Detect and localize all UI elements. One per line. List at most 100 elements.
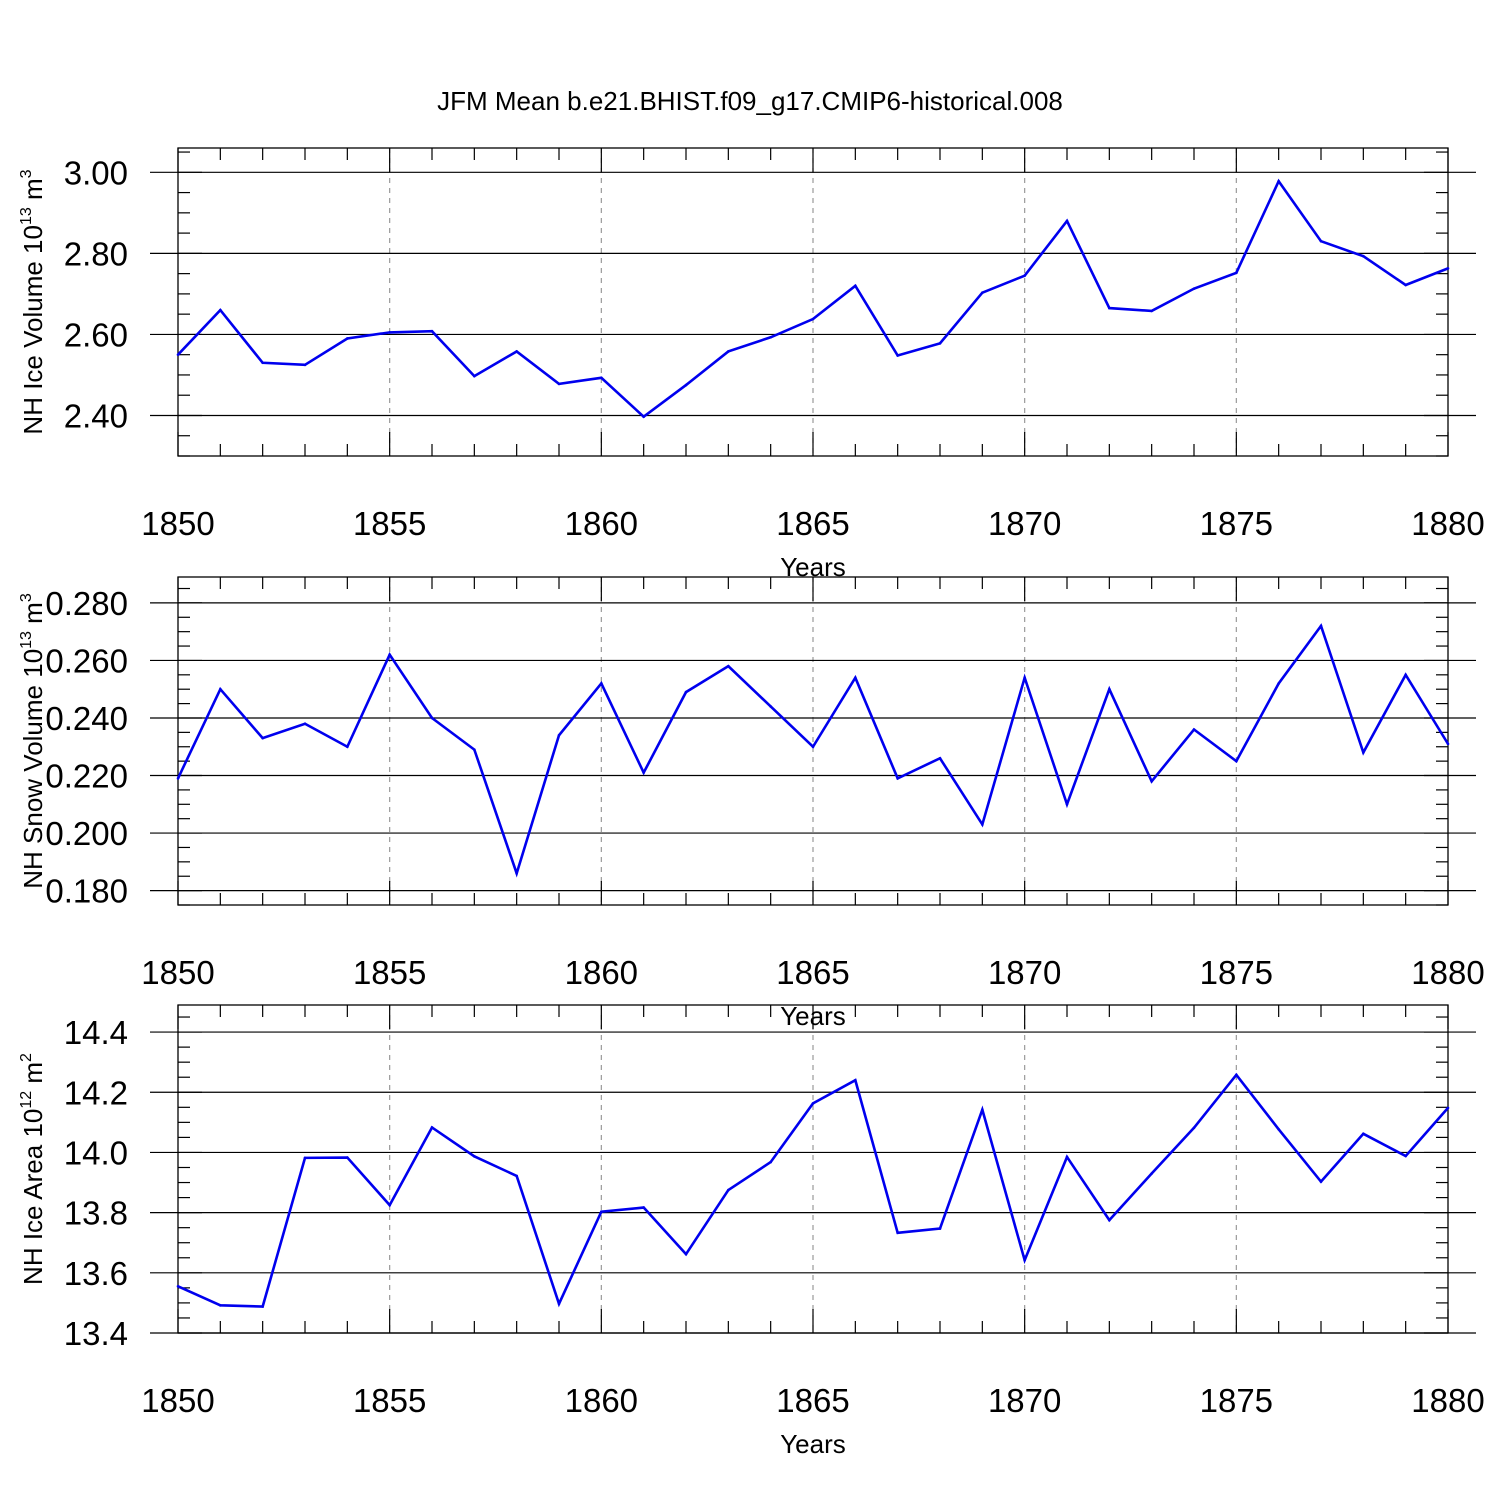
- data-point: [1108, 1218, 1111, 1222]
- x-tick-label: 1855: [353, 1382, 426, 1419]
- panel-2: 1850 1855 1860 1865 1870 1875 1880 0.180 0.200 0.…: [18, 576, 1485, 1031]
- data-point: [769, 705, 772, 708]
- data-point: [557, 382, 561, 386]
- x-tick-label: 1880: [1411, 954, 1484, 991]
- y-tick-label: 0.200: [45, 815, 128, 852]
- data-point: [1362, 1132, 1365, 1136]
- data-point: [684, 383, 688, 387]
- data-point: [981, 291, 984, 294]
- data-point: [769, 1160, 772, 1164]
- data-point: [1362, 254, 1365, 258]
- y-axis-title-part: NH Ice Volume 10: [18, 225, 48, 435]
- data-point: [1192, 728, 1196, 731]
- data-point: [388, 1203, 391, 1207]
- series-points: [176, 624, 1450, 875]
- y-tick-label: 2.80: [64, 235, 128, 272]
- data-point: [642, 1206, 645, 1209]
- data-point: [1108, 306, 1111, 310]
- data-point: [938, 1227, 942, 1230]
- data-point: [219, 687, 222, 691]
- data-point: [896, 777, 899, 780]
- data-point: [1446, 742, 1450, 746]
- y-tick-label: 0.280: [45, 585, 128, 622]
- data-point: [896, 354, 899, 357]
- y-tick-label: 0.220: [45, 758, 128, 795]
- data-point: [1192, 287, 1196, 290]
- data-point: [388, 331, 391, 334]
- data-point: [346, 745, 349, 749]
- data-point: [769, 335, 772, 339]
- y-axis-title-part: NH Ice Area 10: [18, 1109, 48, 1285]
- series-points: [176, 1073, 1450, 1308]
- y-axis-title: NH Ice Area 1012 m2: [18, 1053, 48, 1285]
- data-point: [1150, 1172, 1153, 1175]
- data-point: [1108, 687, 1111, 691]
- data-point: [430, 1126, 434, 1129]
- data-point: [854, 1078, 857, 1082]
- y-axis-title-part: m: [18, 1062, 48, 1091]
- data-point: [1404, 283, 1407, 287]
- y-axis-title-part: m: [18, 178, 48, 207]
- data-point: [600, 376, 603, 380]
- y-tick-label: 3.00: [64, 154, 128, 191]
- y-tick-label: 0.240: [45, 700, 128, 737]
- data-point: [473, 1155, 476, 1158]
- data-point: [557, 1302, 561, 1306]
- data-point: [981, 1108, 984, 1112]
- x-tick-label: 1860: [565, 954, 638, 991]
- data-point: [261, 1305, 264, 1308]
- data-point: [219, 308, 222, 312]
- data-point: [1446, 267, 1450, 270]
- data-point: [176, 777, 180, 780]
- panel-3: 1850 1855 1860 1865 1870 1875 1880 13.4 13.6 13.8…: [18, 1004, 1485, 1459]
- x-tick-label: 1855: [353, 505, 426, 542]
- data-point: [388, 653, 391, 656]
- data-point: [727, 1188, 730, 1192]
- data-point: [1319, 624, 1323, 628]
- data-point: [1150, 309, 1153, 313]
- data-point: [1277, 179, 1280, 183]
- x-tick-label: 1860: [565, 1382, 638, 1419]
- x-tick-label: 1850: [141, 505, 214, 542]
- y-axis-title-part: 3: [18, 169, 35, 178]
- y-axis-title: NH Snow Volume 1013 m3: [18, 593, 48, 889]
- y-axis-title-part: 12: [18, 1091, 35, 1109]
- data-point: [346, 1156, 349, 1159]
- y-tick-label: 13.8: [64, 1195, 128, 1232]
- data-point: [811, 1102, 815, 1105]
- x-tick-label: 1850: [141, 1382, 214, 1419]
- x-tick-label: 1855: [353, 954, 426, 991]
- x-tick-label: 1880: [1411, 505, 1484, 542]
- x-tick-label: 1875: [1200, 1382, 1273, 1419]
- data-point: [642, 415, 645, 418]
- x-tick-label: 1870: [988, 505, 1061, 542]
- data-point: [1192, 1126, 1196, 1130]
- y-tick-label: 13.6: [64, 1255, 128, 1292]
- series-points: [176, 179, 1450, 418]
- chart-panels: 1850 1855 1860 1865 1870 1875 1880 2.40 2.60 2.80…: [18, 147, 1485, 1459]
- data-point: [896, 1231, 899, 1235]
- y-axis-title-part: NH Snow Volume 10: [18, 649, 48, 889]
- y-tick-label: 14.0: [64, 1134, 128, 1171]
- y-tick-label: 14.2: [64, 1074, 128, 1111]
- data-point: [642, 771, 645, 774]
- data-point: [727, 350, 730, 353]
- y-axis-title-part: m: [18, 602, 48, 631]
- data-point: [811, 317, 815, 321]
- data-point: [938, 756, 942, 760]
- x-tick-label: 1870: [988, 1382, 1061, 1419]
- y-tick-label: 2.60: [64, 316, 128, 353]
- y-tick-label: 14.4: [64, 1014, 128, 1051]
- data-point: [727, 664, 730, 668]
- data-point: [1362, 751, 1365, 754]
- data-point: [1235, 759, 1238, 763]
- data-point: [600, 1210, 603, 1214]
- chart-title: JFM Mean b.e21.BHIST.f09_g17.CMIP6-histo…: [437, 86, 1063, 116]
- data-point: [303, 722, 307, 726]
- data-point: [1065, 1155, 1069, 1159]
- data-point: [1235, 1073, 1238, 1077]
- data-point: [1319, 239, 1323, 243]
- data-point: [854, 284, 857, 288]
- y-tick-label: 0.260: [45, 642, 128, 679]
